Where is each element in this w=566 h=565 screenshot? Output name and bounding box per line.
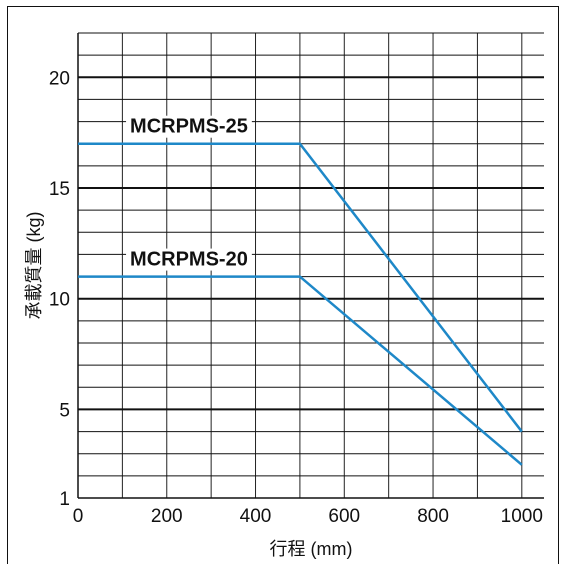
series-label-2: MCRPMS-20 — [130, 249, 248, 271]
series-line-2 — [78, 275, 523, 466]
x-tick-label: 800 — [417, 506, 449, 527]
series-labels: MCRPMS-25 MCRPMS-20 — [126, 116, 252, 271]
x-tick-label: 600 — [328, 506, 360, 527]
chart-frame — [7, 6, 559, 564]
series-line-1 — [78, 142, 523, 433]
y-tick-label: 5 — [59, 400, 70, 421]
y-axis-title: 承載質量 (kg) — [24, 212, 44, 320]
x-tick-label: 1000 — [501, 506, 543, 527]
y-tick-label: 15 — [49, 179, 70, 200]
y-tick-label: 10 — [49, 290, 70, 311]
grid — [77, 32, 544, 499]
series-label-background — [126, 248, 252, 271]
y-tick-label: 20 — [49, 68, 70, 89]
x-tick-label: 200 — [151, 506, 183, 527]
x-tick-label: 0 — [73, 506, 84, 527]
x-axis-title: 行程 (mm) — [270, 539, 353, 559]
series-label-background — [126, 115, 252, 138]
series-label-1: MCRPMS-25 — [130, 116, 248, 138]
y-tick-label: 1 — [59, 489, 70, 510]
series-lines — [78, 142, 523, 466]
x-tick-label: 400 — [240, 506, 272, 527]
